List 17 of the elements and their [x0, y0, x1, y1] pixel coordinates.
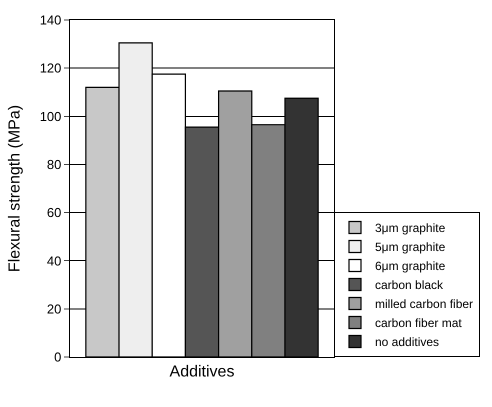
legend-label: carbon fiber mat — [375, 316, 462, 330]
legend-label: no additives — [375, 335, 440, 350]
legend-label: milled carbon fiber — [375, 297, 474, 312]
legend-label: 6μm graphite — [375, 259, 446, 274]
y-tick-label: 20 — [46, 301, 62, 316]
y-tick-label: 100 — [40, 108, 62, 124]
x-axis-title: Additives — [170, 363, 234, 380]
y-tick-label: 120 — [40, 60, 62, 76]
y-tick-label: 40 — [46, 253, 62, 268]
y-tick-label: 0 — [54, 350, 62, 365]
legend-label: 5μm graphite — [375, 240, 446, 254]
legend-label: carbon black — [375, 278, 444, 292]
y-tick-label: 60 — [46, 205, 62, 220]
legend-label: 3μm graphite — [375, 221, 446, 236]
y-axis-title: Flexural strength (MPa) — [6, 104, 24, 272]
y-tick-label: 140 — [40, 12, 62, 28]
y-tick-label: 80 — [46, 156, 62, 172]
